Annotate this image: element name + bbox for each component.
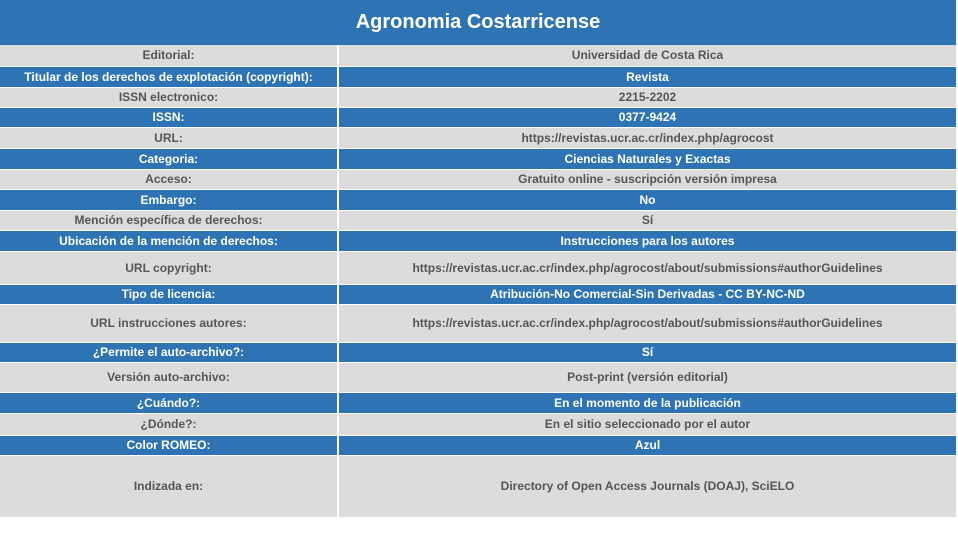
row-value: https://revistas.ucr.ac.cr/index.php/agr… <box>338 304 958 343</box>
row-value: Atribución-No Comercial-Sin Derivadas - … <box>338 284 958 305</box>
row-value: En el sitio seleccionado por el autor <box>338 413 958 436</box>
row-value: Universidad de Costa Rica <box>338 45 958 67</box>
table-row: Categoria: Ciencias Naturales y Exactas <box>0 148 958 170</box>
row-label: Ubicación de la mención de derechos: <box>0 230 339 252</box>
row-label: Tipo de licencia: <box>0 284 339 305</box>
table-row: ISSN electronico: 2215-2202 <box>0 87 958 108</box>
table-row: ISSN: 0377-9424 <box>0 107 958 128</box>
table-row: Tipo de licencia: Atribución-No Comercial… <box>0 284 958 305</box>
row-label: ISSN: <box>0 107 339 128</box>
row-value: En el momento de la publicación <box>338 392 958 414</box>
row-label: Editorial: <box>0 45 339 67</box>
row-label: Titular de los derechos de explotación (… <box>0 66 339 88</box>
table-row: Color ROMEO: Azul <box>0 435 958 456</box>
table-row: ¿Permite el auto-archivo?: Sí <box>0 342 958 363</box>
row-value: Directory of Open Access Journals (DOAJ)… <box>338 455 958 518</box>
row-value: https://revistas.ucr.ac.cr/index.php/agr… <box>338 127 958 149</box>
row-value: Azul <box>338 435 958 456</box>
journal-info-panel: Agronomia Costarricense Editorial: Univer… <box>0 0 958 518</box>
table-row: URL copyright: https://revistas.ucr.ac.cr… <box>0 251 958 285</box>
table-row: Acceso: Gratuito online - suscripción ver… <box>0 169 958 190</box>
row-label: URL instrucciones autores: <box>0 304 339 343</box>
row-label: URL copyright: <box>0 251 339 285</box>
row-label: Categoria: <box>0 148 339 170</box>
table-row: ¿Cuándo?: En el momento de la publicación <box>0 392 958 414</box>
journal-details-body: Editorial: Universidad de Costa Rica Titul… <box>0 45 958 518</box>
table-row: ¿Dónde?: En el sitio seleccionado por el … <box>0 413 958 436</box>
table-row: URL: https://revistas.ucr.ac.cr/index.php… <box>0 127 958 149</box>
row-label: URL: <box>0 127 339 149</box>
row-label: ¿Cuándo?: <box>0 392 339 414</box>
row-label: Indizada en: <box>0 455 339 518</box>
table-row: URL instrucciones autores: https://revist… <box>0 304 958 343</box>
row-value: Sí <box>338 342 958 363</box>
row-label: Embargo: <box>0 189 339 211</box>
journal-title: Agronomia Costarricense <box>0 0 958 45</box>
table-row: Titular de los derechos de explotación (… <box>0 66 958 88</box>
table-row: Mención específica de derechos: Sí <box>0 210 958 231</box>
row-value: 0377-9424 <box>338 107 958 128</box>
row-value: Revista <box>338 66 958 88</box>
row-label: Versión auto-archivo: <box>0 362 339 393</box>
table-row: Editorial: Universidad de Costa Rica <box>0 45 958 67</box>
row-label: Acceso: <box>0 169 339 190</box>
row-label: Color ROMEO: <box>0 435 339 456</box>
row-label: ¿Permite el auto-archivo?: <box>0 342 339 363</box>
row-value: 2215-2202 <box>338 87 958 108</box>
row-value: Gratuito online - suscripción versión im… <box>338 169 958 190</box>
row-label: ¿Dónde?: <box>0 413 339 436</box>
journal-details-table: Editorial: Universidad de Costa Rica Titul… <box>0 45 958 518</box>
table-row: Embargo: No <box>0 189 958 211</box>
table-row: Indizada en: Directory of Open Access Jou… <box>0 455 958 518</box>
row-value: https://revistas.ucr.ac.cr/index.php/agr… <box>338 251 958 285</box>
row-value: No <box>338 189 958 211</box>
row-label: Mención específica de derechos: <box>0 210 339 231</box>
table-row: Versión auto-archivo: Post-print (versión… <box>0 362 958 393</box>
row-value: Ciencias Naturales y Exactas <box>338 148 958 170</box>
row-value: Sí <box>338 210 958 231</box>
row-value: Instrucciones para los autores <box>338 230 958 252</box>
table-row: Ubicación de la mención de derechos: Inst… <box>0 230 958 252</box>
row-label: ISSN electronico: <box>0 87 339 108</box>
row-value: Post-print (versión editorial) <box>338 362 958 393</box>
